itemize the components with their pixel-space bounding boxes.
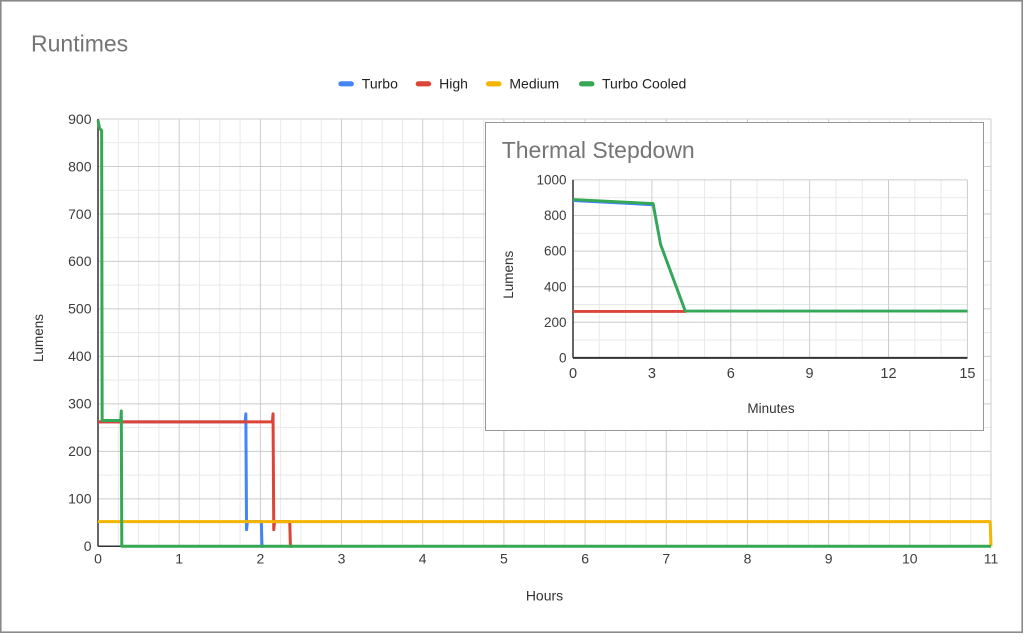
svg-text:200: 200: [68, 443, 92, 459]
svg-text:7: 7: [662, 551, 670, 567]
svg-text:High: High: [439, 76, 468, 92]
svg-text:Hours: Hours: [526, 588, 563, 604]
svg-text:Lumens: Lumens: [31, 314, 46, 362]
svg-text:6: 6: [581, 551, 589, 567]
svg-text:0: 0: [569, 366, 577, 382]
svg-text:400: 400: [544, 279, 567, 294]
svg-text:100: 100: [68, 491, 92, 507]
svg-text:300: 300: [68, 396, 92, 412]
svg-text:Lumens: Lumens: [501, 250, 516, 298]
svg-text:800: 800: [544, 208, 567, 223]
svg-text:8: 8: [744, 551, 752, 567]
svg-text:Medium: Medium: [509, 76, 559, 92]
svg-text:Turbo Cooled: Turbo Cooled: [602, 76, 686, 92]
svg-text:11: 11: [984, 551, 999, 567]
svg-text:0: 0: [559, 351, 567, 366]
svg-text:1000: 1000: [536, 173, 566, 188]
svg-text:9: 9: [806, 366, 814, 382]
svg-text:1: 1: [175, 551, 183, 567]
svg-text:Minutes: Minutes: [747, 401, 795, 416]
svg-text:12: 12: [880, 366, 896, 382]
svg-text:0: 0: [94, 551, 102, 567]
svg-text:15: 15: [959, 366, 975, 382]
svg-text:9: 9: [825, 551, 833, 567]
svg-text:800: 800: [68, 158, 92, 174]
svg-text:10: 10: [902, 551, 918, 567]
svg-text:Runtimes: Runtimes: [31, 31, 128, 57]
svg-text:Thermal Stepdown: Thermal Stepdown: [502, 137, 695, 163]
svg-text:3: 3: [648, 366, 656, 382]
svg-text:200: 200: [544, 315, 567, 330]
svg-text:0: 0: [84, 538, 92, 554]
svg-text:5: 5: [500, 551, 508, 567]
svg-text:900: 900: [68, 111, 92, 127]
svg-text:6: 6: [727, 366, 735, 382]
svg-text:700: 700: [68, 206, 92, 222]
svg-text:600: 600: [68, 253, 92, 269]
svg-text:400: 400: [68, 348, 92, 364]
svg-text:Turbo: Turbo: [362, 76, 398, 92]
svg-text:2: 2: [257, 551, 265, 567]
svg-text:3: 3: [338, 551, 346, 567]
svg-text:500: 500: [68, 301, 92, 317]
svg-text:600: 600: [544, 244, 567, 259]
svg-text:4: 4: [419, 551, 427, 567]
